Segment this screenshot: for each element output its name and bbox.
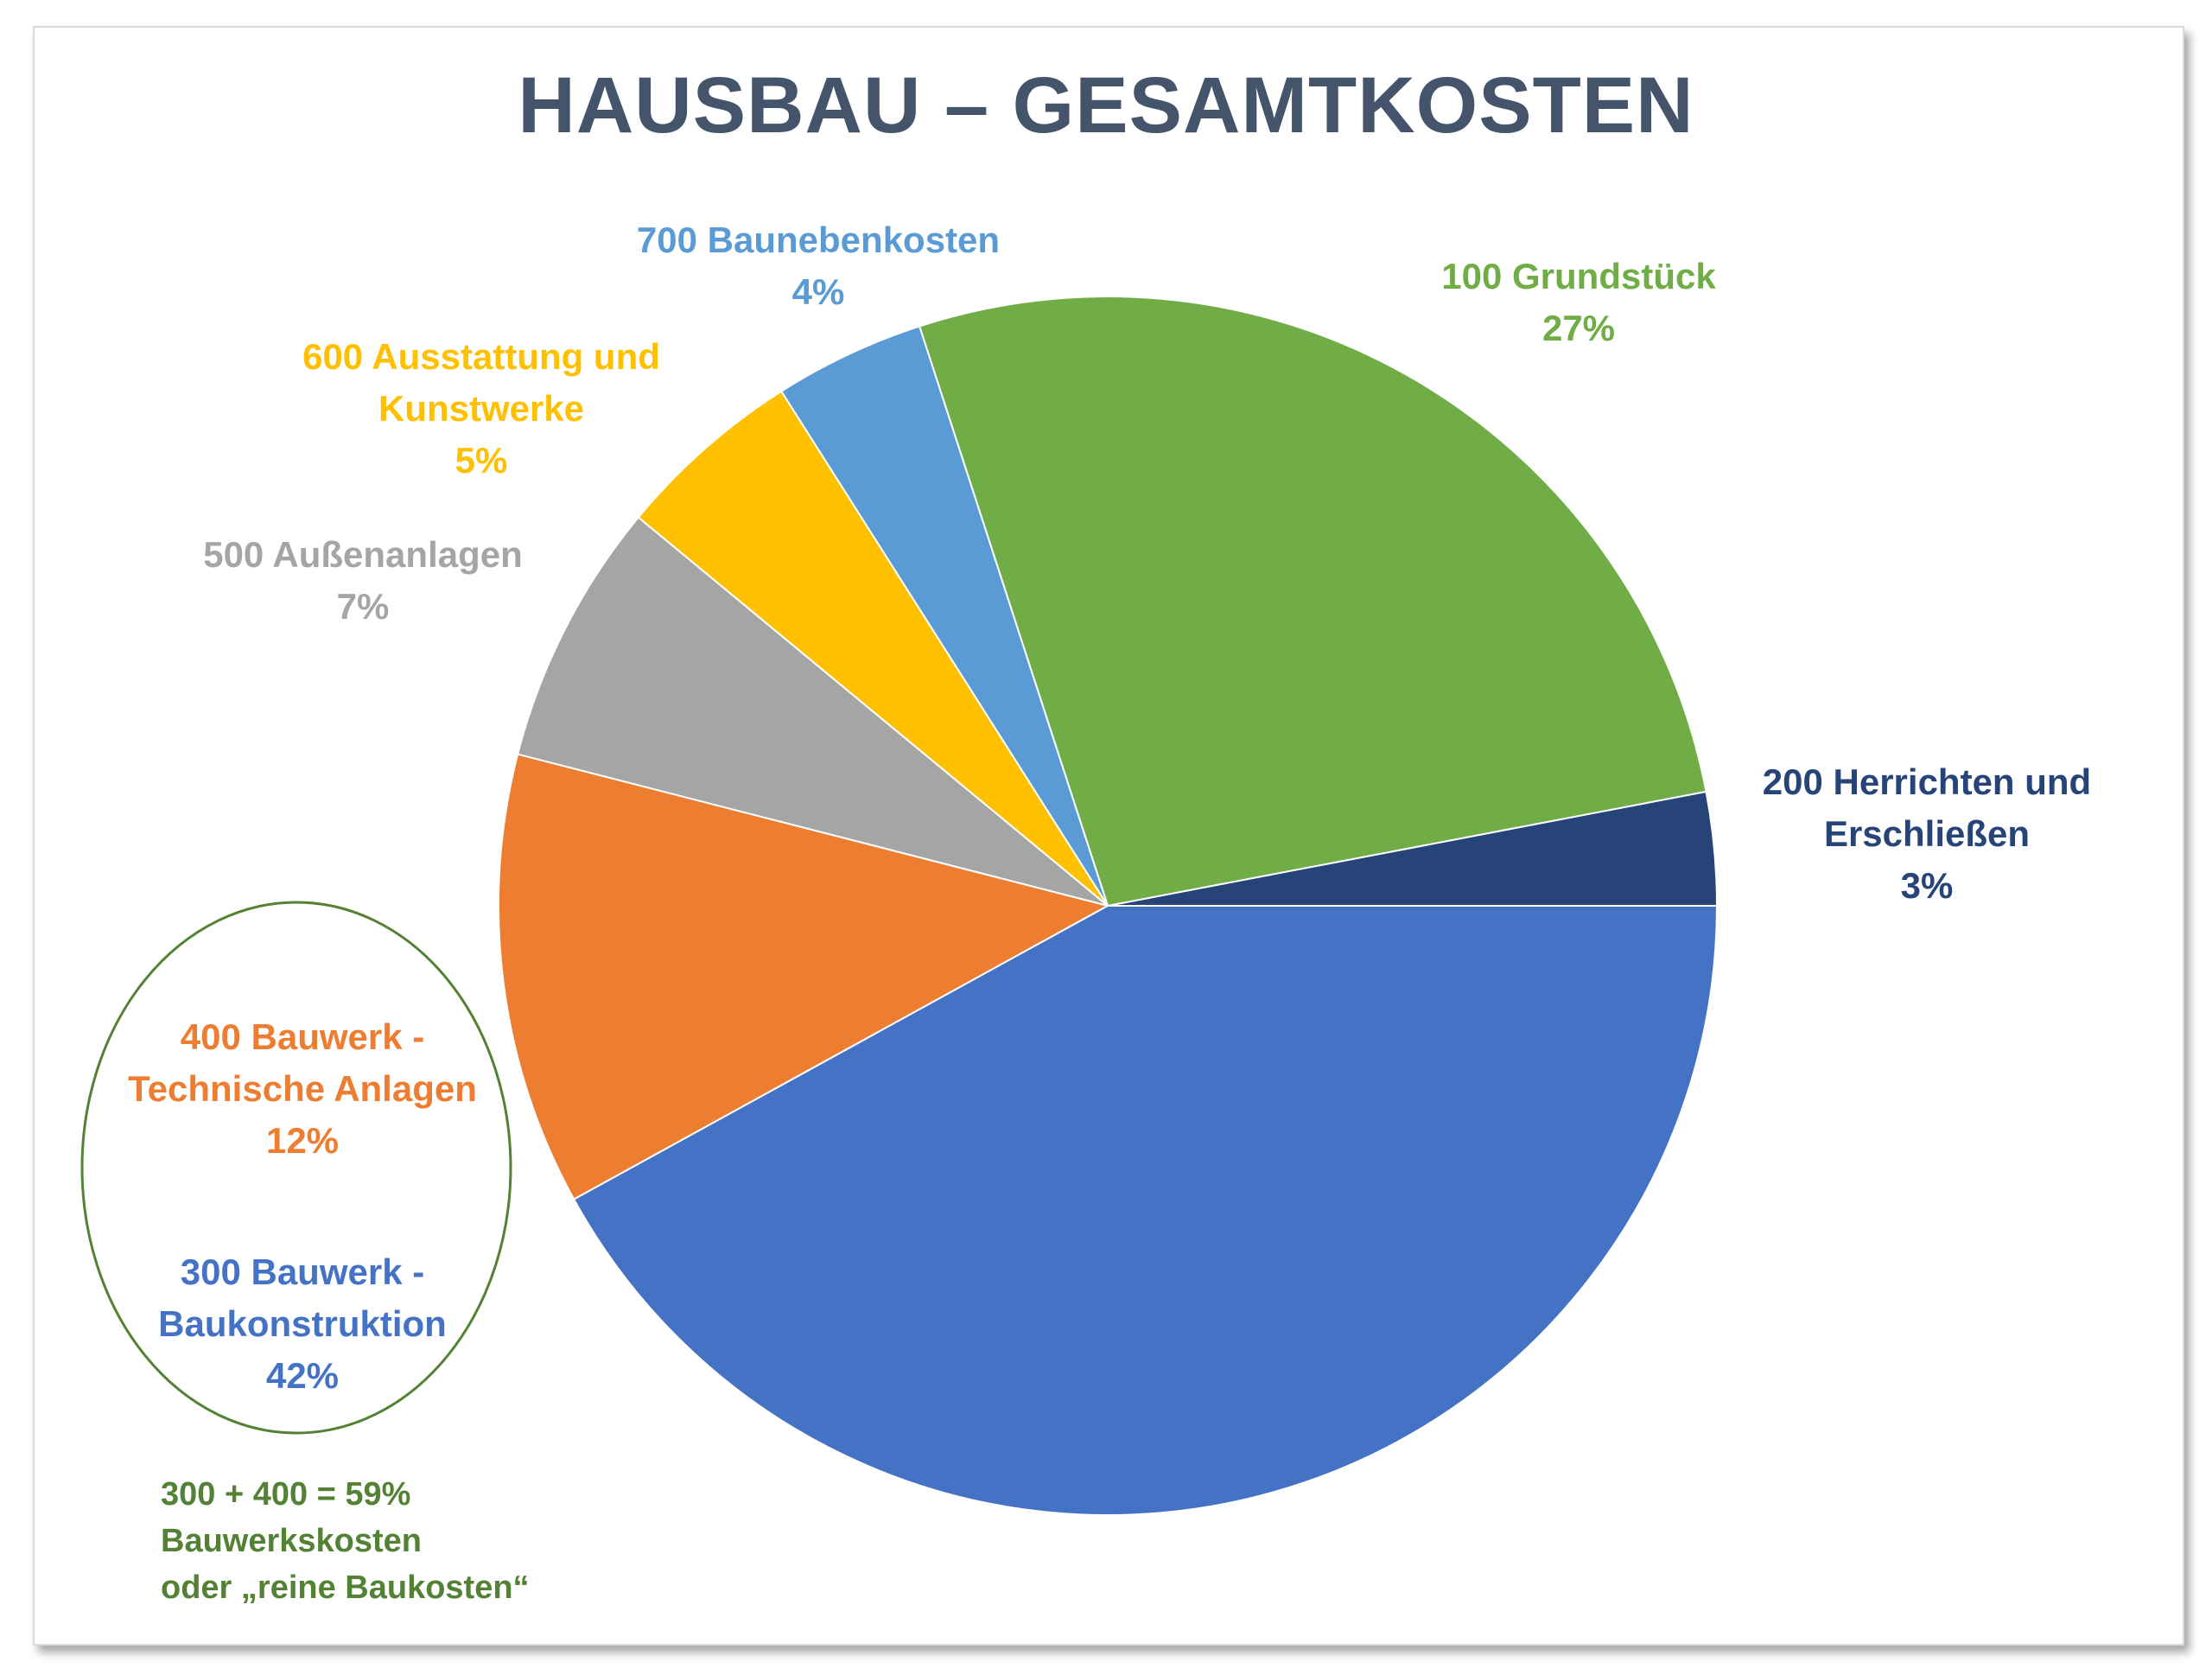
slice-label-2: 700 Baunebenkosten 4% [637,214,1000,318]
pie-slice-4 [516,516,1109,907]
slice-percent-5: 12% [265,1120,340,1161]
slice-label-5-line-0: 400 Bauwerk - [180,1016,425,1057]
slice-label-5-line-1: Technische Anlagen [128,1068,477,1109]
slice-percent-2: 4% [791,271,845,312]
chart-title: HAUSBAU – GESAMTKOSTEN [518,61,1694,150]
slice-label-4-line-0: 500 Außenanlagen [203,534,523,575]
slice-label-6: 300 Bauwerk - Baukonstruktion 42% [158,1246,447,1402]
slice-percent-3: 5% [454,440,508,481]
slice-label-1-line-0: 100 Grundstück [1441,256,1716,296]
slice-percent-0: 3% [1900,865,1954,906]
annotation-line-1: 300 + 400 = 59% [161,1476,411,1513]
slice-percent-6: 42% [265,1355,340,1396]
slice-label-4: 500 Außenanlagen 7% [203,529,523,633]
slice-label-0: 200 Herrichten und Erschließen 3% [1763,756,2091,912]
pie-slice-1 [918,296,1707,908]
slice-percent-1: 27% [1541,308,1616,348]
annotation-line-3: oder „reine Baukosten“ [161,1570,530,1606]
slice-label-1: 100 Grundstück 27% [1441,251,1715,354]
pie-slice-6 [572,905,1719,1516]
slice-percent-4: 7% [336,586,390,627]
annotation-line-2: Bauwerkskosten [161,1523,423,1559]
pie-slice-3 [637,390,1109,907]
total-annotation: 300 + 400 = 59% Bauwerkskosten oder „rei… [161,1471,530,1611]
slice-label-3: 600 Ausstattung und Kunstwerke 5% [302,331,660,487]
slice-label-2-line-0: 700 Baunebenkosten [636,220,1001,260]
slice-label-3-line-0: 600 Ausstattung und [302,336,660,377]
highlight-ellipse [80,901,512,1435]
slice-label-6-line-0: 300 Bauwerk - [180,1251,425,1292]
slice-label-6-line-1: Baukonstruktion [158,1303,447,1344]
slice-label-0-line-0: 200 Herrichten und [1762,761,2092,802]
pie-slice-5 [498,753,1110,1201]
pie-slice-2 [779,325,1109,907]
slice-label-3-line-1: Kunstwerke [378,388,585,429]
pie-slices [498,296,1719,1516]
slice-label-5: 400 Bauwerk - Technische Anlagen 12% [128,1011,477,1167]
slice-label-0-line-1: Erschließen [1823,813,2031,854]
